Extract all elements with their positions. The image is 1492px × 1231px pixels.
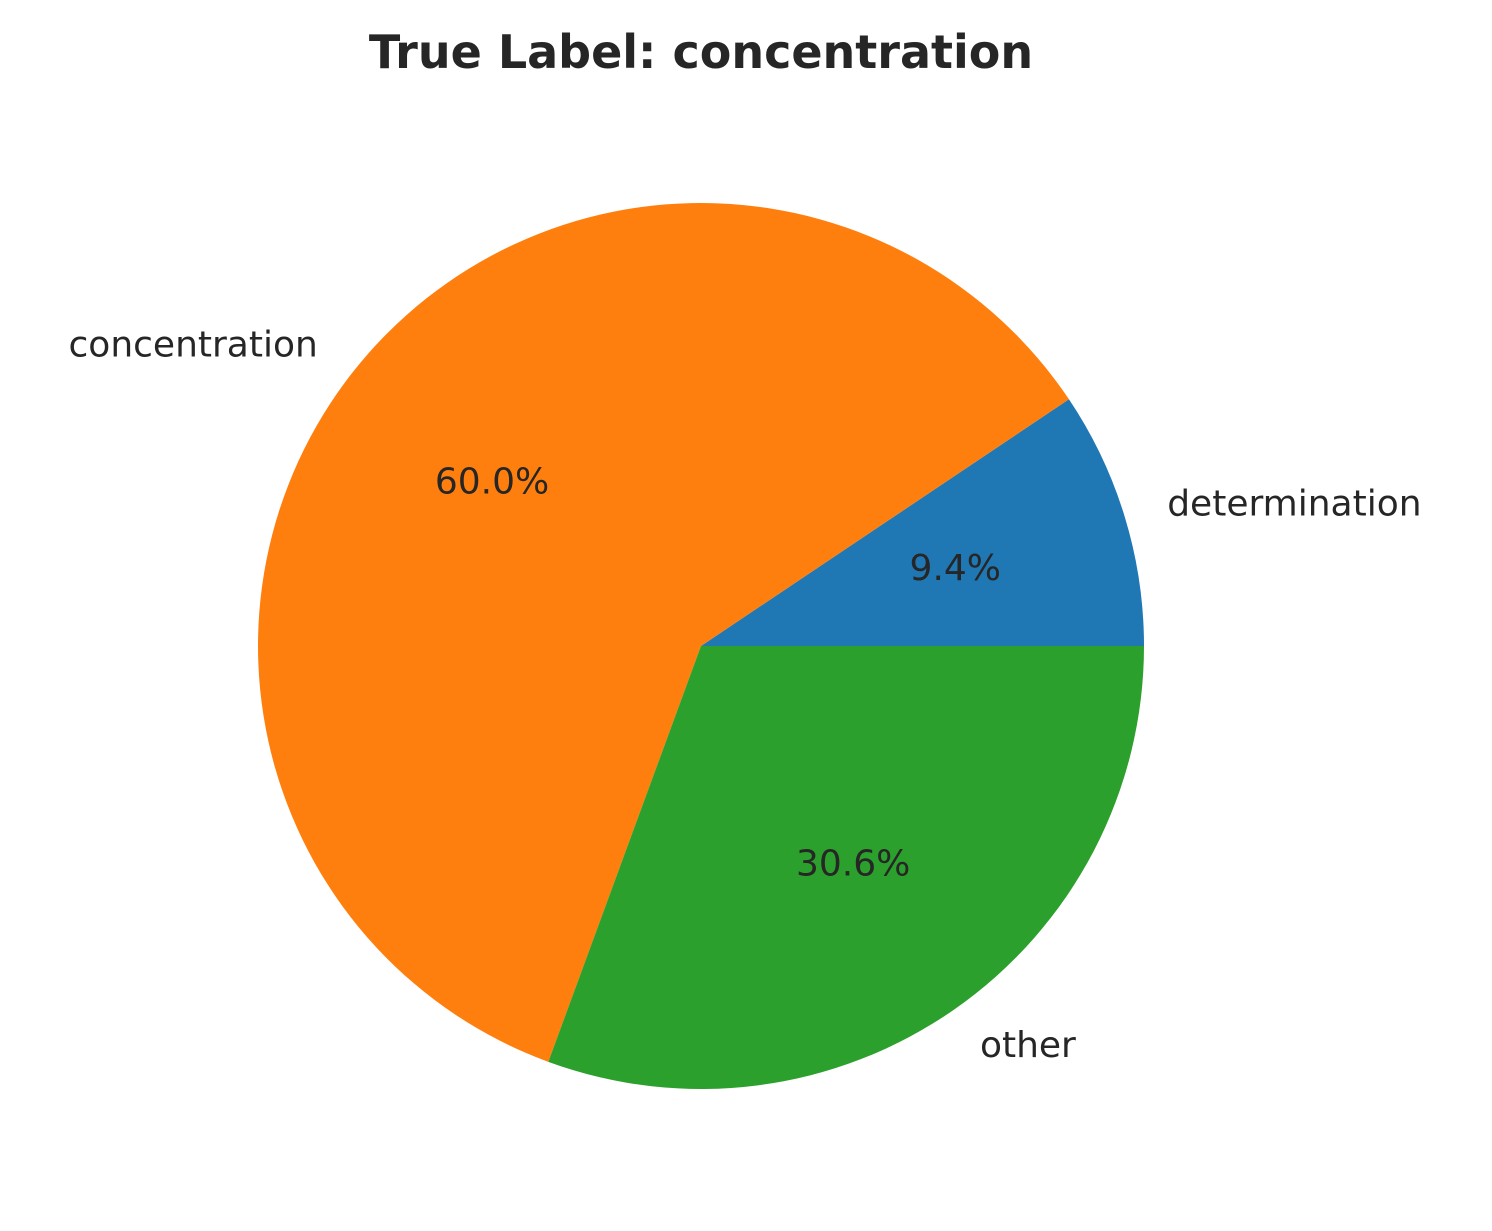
pct-label-concentration: 60.0% (435, 461, 549, 502)
slice-label-other: other (980, 1025, 1076, 1066)
chart-title: True Label: concentration (369, 25, 1033, 79)
pie-slice-concentration (258, 203, 1069, 1062)
pie-labels: determination 9.4% concentration 60.0% other… (69, 324, 1422, 1066)
slice-label-concentration: concentration (69, 324, 318, 365)
pie-slice-determination (701, 399, 1144, 646)
pct-label-other: 30.6% (796, 843, 910, 884)
slice-label-determination: determination (1167, 484, 1421, 525)
pie-slices (258, 203, 1144, 1090)
pie-slice-other (548, 646, 1144, 1090)
pct-label-determination: 9.4% (910, 548, 1001, 589)
